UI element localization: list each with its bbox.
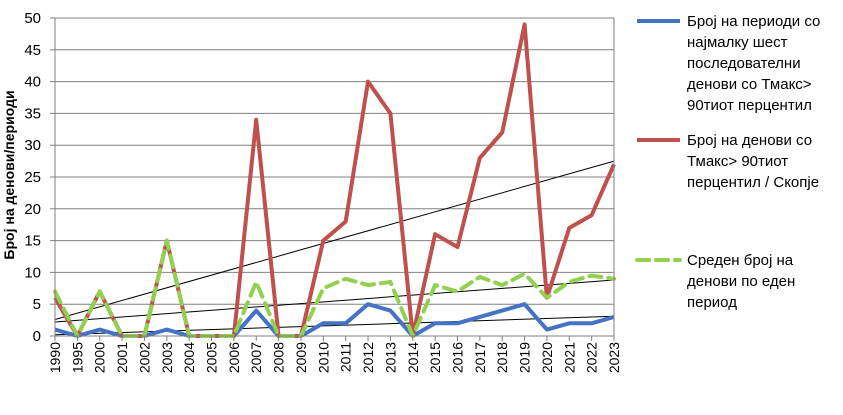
x-tick-label: 2016 [449,342,465,373]
x-tick-label: 2019 [517,342,533,373]
legend-entry-text: последователни [687,55,801,72]
series-line-2 [53,238,616,338]
x-tick-label: 2003 [159,342,175,373]
series-line-0 [54,302,615,338]
x-tick-label: 2018 [494,342,510,373]
x-tick-label: 2015 [427,342,443,373]
legend-entry-text: период [687,294,737,311]
legend-entry-text: најмалку шест [687,34,788,51]
legend-entry-text: денови по еден [687,273,795,290]
y-tick-label: 40 [24,74,41,91]
x-tick-label: 2005 [204,342,220,373]
y-tick-label: 30 [24,137,41,154]
trendline-1 [54,279,615,323]
x-tick-label: 2023 [606,342,622,373]
x-tick-label: 2001 [114,342,130,373]
x-tick-label: 2007 [248,342,264,373]
legend-entry-text: 90тиот перцентил [687,97,812,114]
y-tick-label: 25 [24,169,41,186]
y-tick-label: 15 [24,233,41,250]
series-lines [53,22,616,338]
x-tick-label: 2000 [92,342,108,373]
y-tick-label: 0 [33,328,41,345]
x-tick-label: 1995 [69,342,85,373]
axes [50,17,615,341]
x-tick-label: 2022 [584,342,600,373]
y-tick-label: 5 [33,296,41,313]
x-tick-label: 2013 [382,342,398,373]
trendline-2 [54,315,615,336]
x-tick-label: 2020 [539,342,555,373]
x-tick-label: 2021 [561,342,577,373]
legend-entry-text: денови со Тмакс> [687,76,812,93]
x-tick-label: 2017 [472,342,488,373]
legend-entry-text: Среден број на [687,252,794,269]
x-tick-label: 2010 [315,342,331,373]
y-tick-label: 50 [24,10,41,27]
x-tick-label: 1990 [47,342,63,373]
legend: Број на периоди со најмалку шест последова… [635,13,820,311]
legend-entry-text: Тмакс> 90тиот [687,153,788,170]
y-tick-label: 45 [24,42,41,59]
y-axis-label: Број на денови/периоди [1,90,17,259]
y-tick-label: 35 [24,105,41,122]
x-tick-label: 2012 [360,342,376,373]
x-tick-label: 2004 [181,342,197,373]
x-tick-label: 2008 [271,342,287,373]
x-tick-labels: 1990 1995 2000 2001 2002 2003 2004 2005 2006 2007… [47,342,622,373]
y-tick-label: 20 [24,201,41,218]
x-tick-label: 2011 [338,342,354,372]
x-tick-label: 2002 [136,342,152,373]
y-tick-labels: 0 5 10 15 20 25 30 35 40 45 50 [24,10,41,345]
trendline-0 [54,160,615,320]
x-tick-label: 2006 [226,342,242,373]
legend-entry-text: Број на денови со [687,132,812,149]
gridlines [55,17,614,305]
legend-entry-text: Број на периоди со [687,13,820,30]
x-tick-label: 2009 [293,342,309,373]
y-tick-label: 10 [24,264,41,281]
legend-entry-text: перцентил / Скопје [687,174,819,191]
x-tick-label: 2014 [405,342,421,373]
series-line-1 [53,22,616,338]
